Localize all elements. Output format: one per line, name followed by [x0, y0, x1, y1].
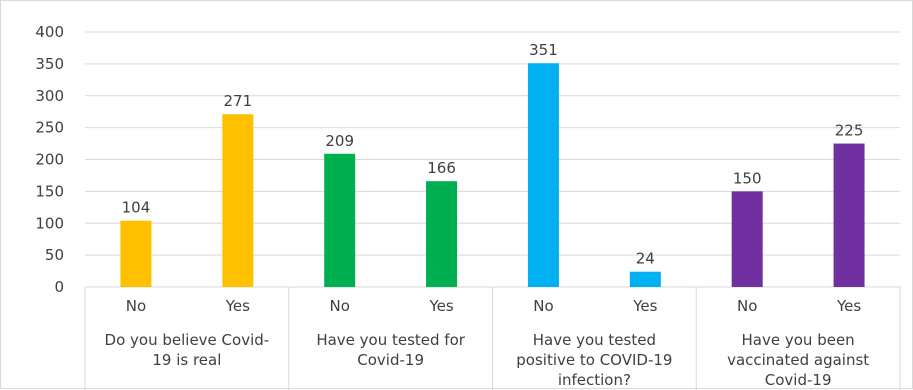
label-layer: 104 271 209 166 351 24 150 225: [122, 41, 864, 267]
data-label: 166: [427, 159, 456, 177]
y-tick-label: 50: [45, 246, 64, 264]
x-tick-label: Yes: [836, 297, 861, 315]
group-label-line: Have you been: [742, 331, 855, 349]
group-label-line: vaccinated against: [727, 351, 869, 369]
grid-layer: [85, 31, 900, 288]
data-label: 209: [325, 132, 354, 150]
x-tick-label: No: [126, 297, 146, 315]
bar: [222, 114, 254, 287]
x-tick-label: No: [737, 297, 757, 315]
data-label: 271: [223, 92, 252, 110]
bar: [426, 181, 458, 287]
y-tick-label: 100: [35, 214, 64, 232]
x-tick-label: No: [329, 297, 349, 315]
axis-layer: 0 50 100 150 200 250 300 350 400 No Yes Do you beli…: [35, 23, 901, 390]
data-label: 225: [835, 122, 864, 140]
y-tick-label: 0: [54, 278, 64, 296]
bar-layer: [120, 63, 865, 287]
x-tick-label: Yes: [428, 297, 453, 315]
group-label-line: Covid-19: [357, 351, 424, 369]
y-tick-label: 400: [35, 23, 64, 41]
group-label-line: positive to COVID-19: [516, 351, 672, 369]
x-tick-label: Yes: [225, 297, 250, 315]
bar: [731, 191, 763, 287]
group-label-line: infection?: [558, 371, 631, 389]
bar: [527, 63, 559, 287]
y-tick-label: 350: [35, 55, 64, 73]
y-tick-label: 150: [35, 182, 64, 200]
y-tick-label: 300: [35, 87, 64, 105]
x-tick-label: Yes: [632, 297, 657, 315]
group-label-line: Covid-19: [765, 371, 832, 389]
group-label-line: Have you tested: [533, 331, 656, 349]
x-tick-label: No: [533, 297, 553, 315]
bar: [629, 271, 661, 287]
bar: [324, 153, 356, 287]
data-label: 351: [529, 41, 558, 59]
group-label-line: 19 is real: [152, 351, 221, 369]
y-tick-label: 250: [35, 119, 64, 137]
data-label: 24: [636, 250, 655, 268]
bar: [120, 220, 152, 287]
group-label-line: Do you believe Covid-: [105, 331, 270, 349]
data-label: 104: [122, 199, 151, 217]
data-label: 150: [733, 169, 762, 187]
y-tick-label: 200: [35, 151, 64, 169]
group-label-line: Have you tested for: [316, 331, 465, 349]
bar: [833, 143, 865, 287]
